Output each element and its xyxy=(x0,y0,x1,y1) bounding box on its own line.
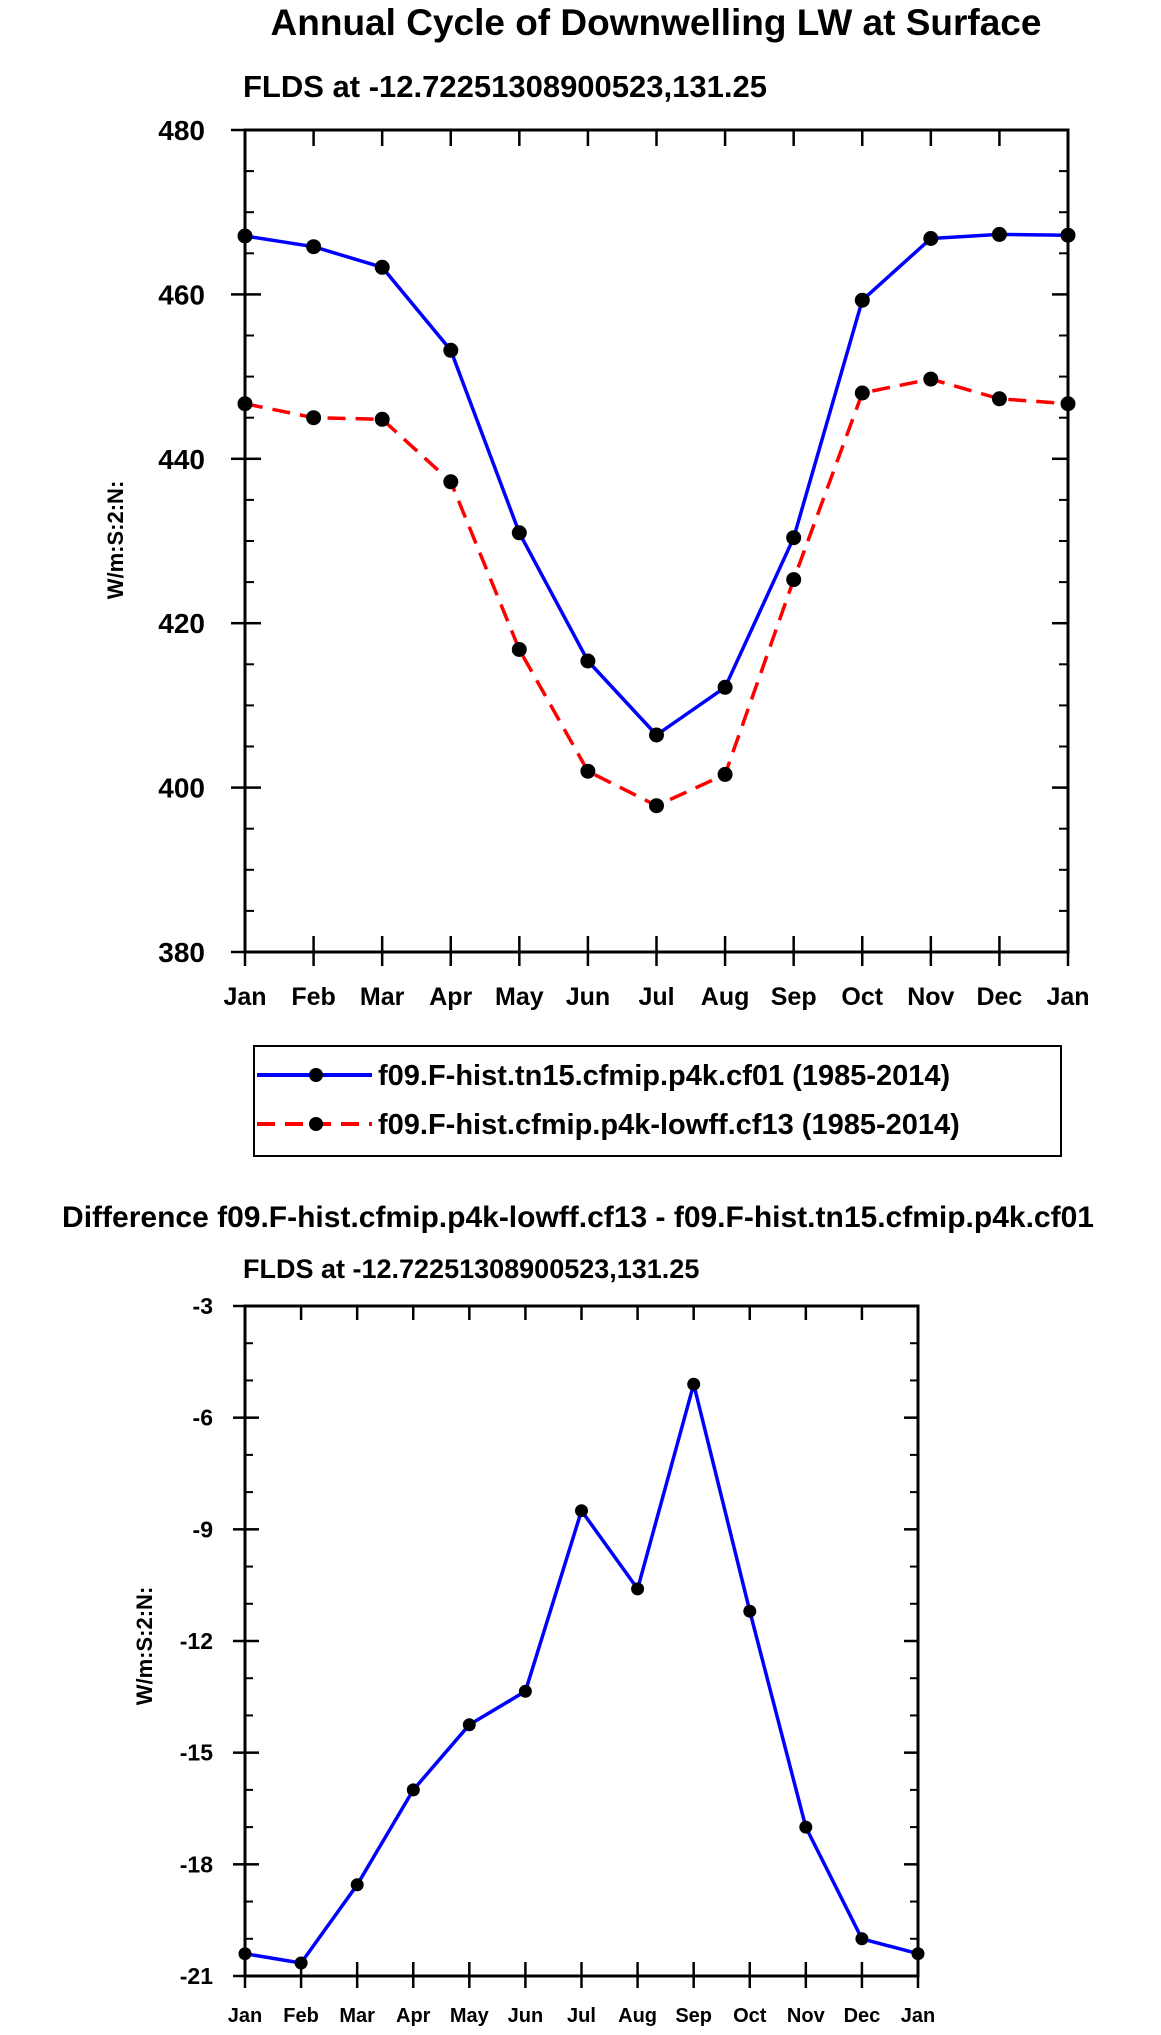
chart2-y-tick-label: -18 xyxy=(180,1851,213,1877)
chart2-x-tick-label: Mar xyxy=(339,2005,375,2027)
chart1-x-tick-label: Jul xyxy=(638,983,674,1011)
chart1-data-point xyxy=(374,411,390,427)
legend-label-series-2: f09.F-hist.cfmip.p4k-lowff.cf13 (1985-20… xyxy=(378,1109,960,1141)
chart2-data-point xyxy=(743,1604,757,1618)
chart1-x-tick-label: Nov xyxy=(907,983,954,1011)
chart2-x-tick-label: Jul xyxy=(567,2005,596,2027)
chart2-y-tick-label: -3 xyxy=(193,1293,213,1319)
chart1-x-tick-label: Apr xyxy=(429,983,472,1011)
chart2-y-tick-label: -6 xyxy=(193,1405,213,1431)
chart1-data-point xyxy=(649,798,664,814)
chart1-y-tick-label: 380 xyxy=(158,937,205,968)
chart1-subtitle: FLDS at -12.72251308900523,131.25 xyxy=(243,69,767,104)
legend-label-series-1: f09.F-hist.tn15.cfmip.p4k.cf01 (1985-201… xyxy=(378,1060,950,1092)
chart1-y-tick-label: 400 xyxy=(158,773,205,804)
chart2-data-point xyxy=(855,1932,869,1946)
chart1-data-point xyxy=(580,653,596,669)
chart2-title: Difference f09.F-hist.cfmip.p4k-lowff.cf… xyxy=(62,1201,1094,1234)
chart1-x-tick-label: Feb xyxy=(291,983,335,1011)
chart2-x-tick-label: Aug xyxy=(618,2005,657,2027)
chart2-data-point xyxy=(687,1377,701,1391)
chart2-x-tick-label: Feb xyxy=(283,2005,319,2027)
chart1-x-tick-label: Jun xyxy=(566,983,610,1011)
chart1-x-tick-label: Jan xyxy=(1046,983,1089,1011)
legend-marker-series-1 xyxy=(309,1068,323,1082)
chart2-series-line-1 xyxy=(244,1382,919,1965)
chart1-data-point xyxy=(786,572,802,588)
chart2-ticks xyxy=(233,1304,920,1988)
chart2-data-point xyxy=(518,1684,532,1698)
chart2-x-tick-label: Nov xyxy=(787,2005,826,2027)
chart2-data-point xyxy=(406,1783,420,1797)
chart1-y-tick-label: 480 xyxy=(158,115,205,146)
chart2-data-point xyxy=(799,1820,813,1834)
chart2-data-point xyxy=(575,1504,588,1518)
chart2-x-tick-label: Jan xyxy=(228,2005,262,2027)
legend-marker-series-2 xyxy=(309,1117,323,1131)
chart2-plot-frame xyxy=(243,1304,920,1978)
chart1-data-point xyxy=(717,679,733,695)
chart1-title: Annual Cycle of Downwelling LW at Surfac… xyxy=(271,2,1042,43)
chart2-x-tick-label: Sep xyxy=(675,2005,712,2027)
chart2-y-tick-label: -21 xyxy=(180,1963,213,1989)
chart2-data-point xyxy=(462,1718,476,1732)
chart1-data-point xyxy=(306,239,322,255)
chart2-x-tick-label: May xyxy=(450,2005,490,2027)
chart2-data-point xyxy=(350,1878,364,1892)
chart1-data-point xyxy=(854,292,870,308)
chart1-data-point xyxy=(717,766,733,782)
chart1-data-point xyxy=(443,474,459,490)
chart1-y-tick-label: 440 xyxy=(158,444,205,475)
chart2-series xyxy=(238,1377,925,1970)
chart1-y-tick-label: 420 xyxy=(158,608,205,639)
chart2-x-tick-label: Jan xyxy=(901,2005,935,2027)
chart1-data-point xyxy=(923,231,939,246)
chart1-data-point xyxy=(306,410,322,426)
legend-box xyxy=(253,1045,1062,1157)
chart1-x-tick-label: Mar xyxy=(360,983,405,1011)
chart1-x-tick-label: Jan xyxy=(223,983,266,1011)
chart2-x-tick-label: Jun xyxy=(508,2005,544,2027)
chart1-legend: f09.F-hist.tn15.cfmip.p4k.cf01 (1985-201… xyxy=(253,1045,1062,1157)
chart2-data-point xyxy=(294,1956,308,1970)
chart1-series-line-1 xyxy=(244,232,1069,737)
chart1-ticks xyxy=(231,128,1070,966)
chart1-data-point xyxy=(443,342,459,358)
chart2-x-tick-label: Oct xyxy=(733,2005,767,2027)
chart1-data-point xyxy=(786,530,802,546)
chart2-x-tick-label: Apr xyxy=(396,2005,431,2027)
chart1-tick-labels: Jan Feb Mar Apr May Jun Jul Aug Sep Oct Nov Dec Jan 3… xyxy=(158,115,1089,1011)
chart1-ylabel: W/m:S:2:N: xyxy=(103,481,128,600)
chart2-y-tick-label: -9 xyxy=(193,1516,213,1542)
chart1-x-tick-label: May xyxy=(495,983,544,1011)
chart1-data-point xyxy=(511,642,527,657)
chart1-x-tick-label: Aug xyxy=(701,983,750,1011)
chart1-x-tick-label: Dec xyxy=(976,983,1022,1011)
chart2-y-tick-label: -12 xyxy=(180,1628,213,1654)
chart1-x-tick-label: Sep xyxy=(771,983,817,1011)
chart2-tick-labels: Jan Feb Mar Apr May Jun Jul Aug Sep Oct Nov Dec Jan-… xyxy=(180,1293,935,2027)
chart1-data-point xyxy=(580,763,596,779)
chart2-x-tick-label: Dec xyxy=(844,2005,881,2027)
chart1-x-tick-label: Oct xyxy=(841,983,883,1011)
chart1-data-point xyxy=(991,391,1007,407)
chart2-subtitle: FLDS at -12.72251308900523,131.25 xyxy=(243,1254,699,1284)
chart1-series xyxy=(237,226,1076,814)
chart1-data-point xyxy=(923,371,939,387)
chart2-ylabel: W/m:S:2:N: xyxy=(132,1587,157,1706)
chart2-y-tick-label: -15 xyxy=(180,1740,213,1766)
chart1-y-tick-label: 460 xyxy=(158,279,205,310)
chart1-data-point xyxy=(511,525,527,541)
chart1-data-point xyxy=(649,727,664,743)
chart1-data-point xyxy=(374,259,390,275)
chart1-data-point xyxy=(991,226,1007,242)
chart1-data-point xyxy=(854,385,870,401)
chart2-data-point xyxy=(631,1582,645,1596)
chart1-plot-frame xyxy=(243,128,1070,954)
